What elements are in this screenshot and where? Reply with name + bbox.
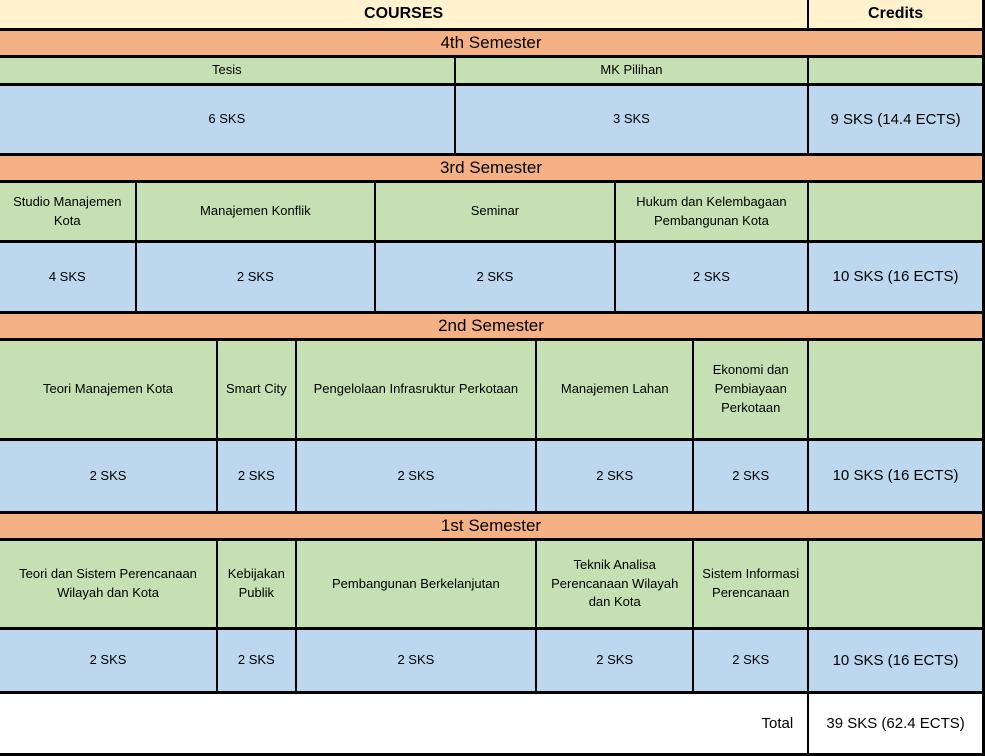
sks-cell: 4 SKS	[0, 243, 135, 311]
sks-cell: 2 SKS	[535, 441, 693, 511]
course-row-3rd: Studio Manajemen Kota Manajemen Konflik …	[0, 183, 982, 243]
course-cell: Teknik Analisa Perencanaan Wilayah dan K…	[535, 541, 693, 627]
total-label: Total	[0, 694, 808, 753]
credits-spacer-cell	[807, 58, 982, 83]
sks-cell: 2 SKS	[294, 441, 536, 511]
course-row-4th: Tesis MK Pilihan	[0, 58, 982, 86]
course-cell: Sistem Informasi Perencanaan	[692, 541, 808, 627]
course-cell: Kebijakan Publik	[216, 541, 295, 627]
semester-banner-4th: 4th Semester	[0, 31, 982, 58]
course-cell: Manajemen Konflik	[134, 183, 375, 240]
semester-banner-1st: 1st Semester	[0, 514, 982, 541]
total-row: Total 39 SKS (62.4 ECTS)	[0, 694, 982, 753]
semester-credits-cell: 9 SKS (14.4 ECTS)	[807, 86, 982, 153]
course-cell: Hukum dan Kelembagaan Pembangunan Kota	[613, 183, 808, 240]
course-cell: Ekonomi dan Pembiayaan Perkotaan	[692, 341, 808, 438]
sks-cell: 2 SKS	[294, 630, 536, 691]
semester-banner-label: 4th Semester	[0, 31, 982, 55]
sks-cell: 2 SKS	[0, 630, 217, 691]
credits-spacer-cell	[807, 183, 982, 240]
total-credits-cell: 39 SKS (62.4 ECTS)	[807, 694, 982, 753]
semester-banner-label: 3rd Semester	[0, 156, 982, 180]
sks-cell: 2 SKS	[692, 630, 808, 691]
sks-cell: 2 SKS	[0, 441, 217, 511]
course-cell: Teori Manajemen Kota	[0, 341, 217, 438]
sks-row-4th: 6 SKS 3 SKS 9 SKS (14.4 ECTS)	[0, 86, 982, 156]
semester-banner-2nd: 2nd Semester	[0, 314, 982, 341]
semester-banner-label: 2nd Semester	[0, 314, 982, 338]
sks-cell: 2 SKS	[216, 441, 295, 511]
course-cell: Pengelolaan Infrasruktur Perkotaan	[294, 341, 536, 438]
credits-header: Credits	[807, 0, 982, 28]
semester-credits-cell: 10 SKS (16 ECTS)	[807, 630, 982, 691]
semester-banner-3rd: 3rd Semester	[0, 156, 982, 183]
course-cell: Teori dan Sistem Perencanaan Wilayah dan…	[0, 541, 217, 627]
sks-cell: 3 SKS	[453, 86, 808, 153]
sks-cell: 6 SKS	[0, 86, 454, 153]
course-row-2nd: Teori Manajemen Kota Smart City Pengelol…	[0, 341, 982, 441]
semester-banner-label: 1st Semester	[0, 514, 982, 538]
course-cell: MK Pilihan	[453, 58, 808, 83]
credits-spacer-cell	[807, 341, 982, 438]
sks-cell: 2 SKS	[374, 243, 614, 311]
header-row: COURSES Credits	[0, 0, 982, 31]
course-cell: Manajemen Lahan	[535, 341, 693, 438]
sks-cell: 2 SKS	[692, 441, 808, 511]
courses-header: COURSES	[0, 0, 808, 28]
sks-cell: 2 SKS	[216, 630, 295, 691]
course-cell: Tesis	[0, 58, 454, 83]
sks-row-3rd: 4 SKS 2 SKS 2 SKS 2 SKS 10 SKS (16 ECTS)	[0, 243, 982, 314]
sks-row-2nd: 2 SKS 2 SKS 2 SKS 2 SKS 2 SKS 10 SKS (16…	[0, 441, 982, 514]
semester-credits-cell: 10 SKS (16 ECTS)	[807, 441, 982, 511]
semester-credits-cell: 10 SKS (16 ECTS)	[807, 243, 982, 311]
sks-cell: 2 SKS	[613, 243, 808, 311]
course-cell: Seminar	[374, 183, 614, 240]
course-row-1st: Teori dan Sistem Perencanaan Wilayah dan…	[0, 541, 982, 630]
sks-cell: 2 SKS	[535, 630, 693, 691]
credits-spacer-cell	[807, 541, 982, 627]
course-cell: Studio Manajemen Kota	[0, 183, 135, 240]
course-cell: Smart City	[216, 341, 295, 438]
sks-row-1st: 2 SKS 2 SKS 2 SKS 2 SKS 2 SKS 10 SKS (16…	[0, 630, 982, 694]
course-cell: Pembangunan Berkelanjutan	[294, 541, 536, 627]
sks-cell: 2 SKS	[134, 243, 375, 311]
